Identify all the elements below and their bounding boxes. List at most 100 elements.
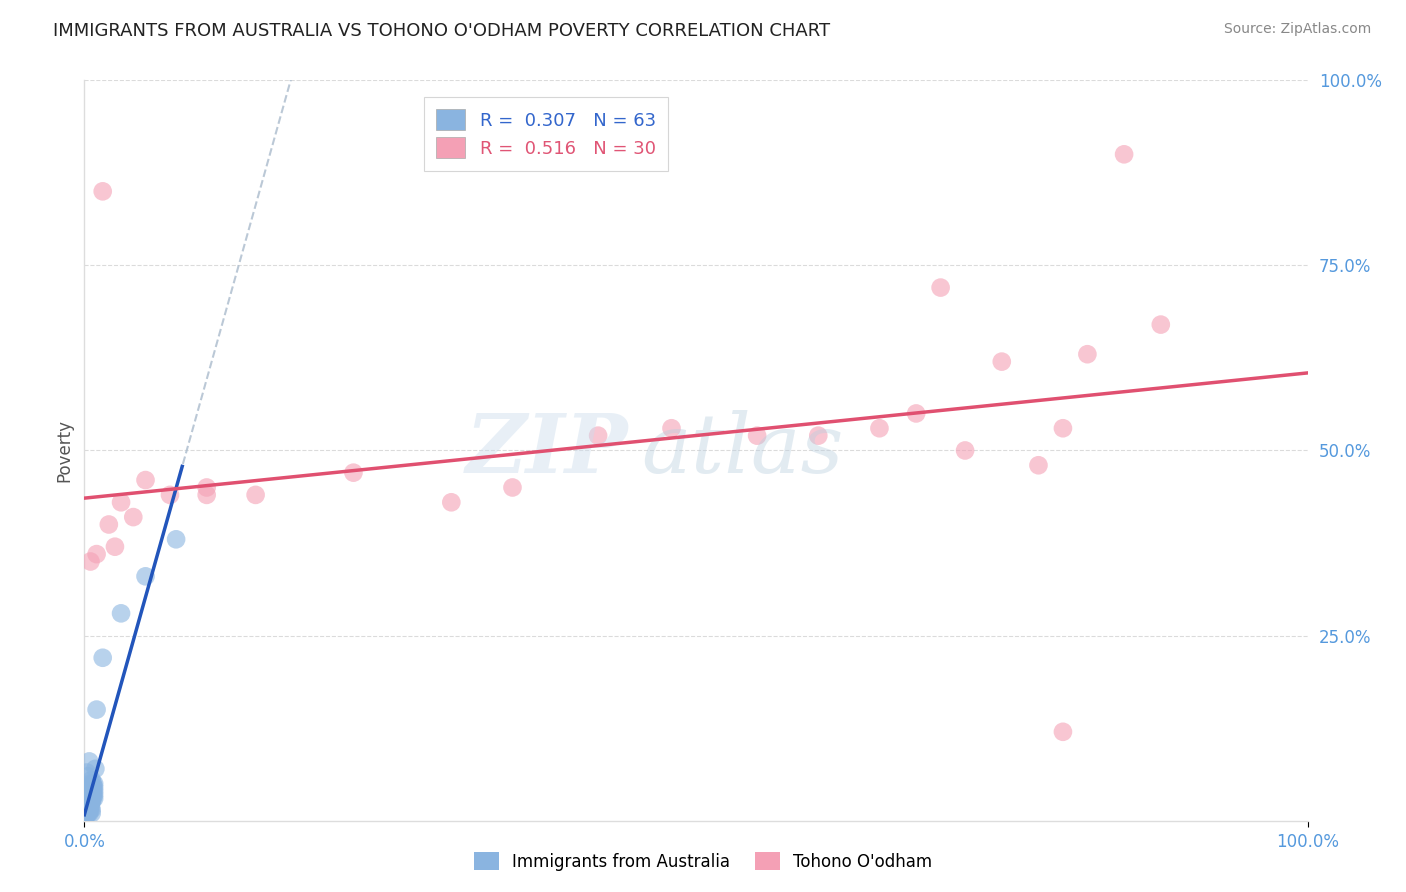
- Point: [83, 791, 105, 805]
- Point: [245, 488, 267, 502]
- Point: [82, 776, 104, 791]
- Point: [135, 473, 157, 487]
- Point: [869, 421, 891, 435]
- Point: [80, 803, 103, 817]
- Point: [502, 481, 524, 495]
- Point: [80, 772, 103, 787]
- Point: [195, 481, 218, 495]
- Point: [661, 421, 683, 435]
- Point: [77, 795, 100, 809]
- Text: ZIP: ZIP: [465, 410, 628, 491]
- Point: [75, 803, 97, 817]
- Point: [86, 703, 108, 717]
- Point: [586, 428, 609, 442]
- Point: [77, 798, 100, 813]
- Point: [86, 547, 108, 561]
- Legend: Immigrants from Australia, Tohono O'odham: Immigrants from Australia, Tohono O'odha…: [465, 844, 941, 880]
- Point: [77, 791, 100, 805]
- Point: [440, 495, 463, 509]
- Point: [195, 488, 218, 502]
- Point: [77, 806, 100, 821]
- Point: [75, 795, 97, 809]
- Point: [76, 806, 98, 821]
- Point: [77, 784, 100, 798]
- Point: [83, 788, 105, 802]
- Point: [80, 788, 103, 802]
- Legend: R =  0.307   N = 63, R =  0.516   N = 30: R = 0.307 N = 63, R = 0.516 N = 30: [423, 96, 668, 171]
- Point: [79, 791, 101, 805]
- Point: [929, 280, 952, 294]
- Point: [75, 810, 97, 824]
- Point: [80, 791, 103, 805]
- Point: [84, 762, 107, 776]
- Point: [76, 798, 98, 813]
- Point: [79, 798, 101, 813]
- Point: [77, 788, 100, 802]
- Point: [79, 555, 101, 569]
- Point: [79, 798, 101, 813]
- Point: [1150, 318, 1173, 332]
- Point: [83, 780, 105, 795]
- Text: IMMIGRANTS FROM AUSTRALIA VS TOHONO O'ODHAM POVERTY CORRELATION CHART: IMMIGRANTS FROM AUSTRALIA VS TOHONO O'OD…: [53, 22, 831, 40]
- Point: [77, 769, 100, 783]
- Point: [76, 795, 98, 809]
- Point: [82, 784, 104, 798]
- Point: [77, 795, 100, 809]
- Point: [110, 607, 132, 621]
- Point: [79, 803, 101, 817]
- Point: [807, 428, 830, 442]
- Point: [77, 788, 100, 802]
- Point: [905, 407, 928, 421]
- Point: [76, 803, 98, 817]
- Point: [135, 569, 157, 583]
- Point: [77, 798, 100, 813]
- Point: [77, 803, 100, 817]
- Point: [91, 184, 114, 198]
- Point: [77, 780, 100, 795]
- Point: [91, 650, 114, 665]
- Point: [75, 806, 97, 821]
- Point: [79, 795, 101, 809]
- Point: [79, 795, 101, 809]
- Point: [97, 517, 120, 532]
- Point: [1028, 458, 1050, 473]
- Point: [1114, 147, 1136, 161]
- Point: [83, 776, 105, 791]
- Point: [77, 798, 100, 813]
- Point: [82, 780, 104, 795]
- Point: [991, 354, 1014, 368]
- Point: [76, 806, 98, 821]
- Point: [77, 798, 100, 813]
- Point: [80, 806, 103, 821]
- Point: [76, 791, 98, 805]
- Point: [82, 791, 104, 805]
- Point: [122, 510, 145, 524]
- Point: [80, 795, 103, 809]
- Point: [75, 806, 97, 821]
- Point: [76, 803, 98, 817]
- Text: Source: ZipAtlas.com: Source: ZipAtlas.com: [1223, 22, 1371, 37]
- Point: [1052, 421, 1074, 435]
- Point: [76, 765, 98, 780]
- Point: [1076, 347, 1098, 361]
- Point: [83, 784, 105, 798]
- Y-axis label: Poverty: Poverty: [55, 419, 73, 482]
- Point: [953, 443, 976, 458]
- Point: [1052, 724, 1074, 739]
- Point: [77, 806, 100, 821]
- Point: [79, 776, 101, 791]
- Point: [342, 466, 364, 480]
- Point: [82, 788, 104, 802]
- Text: atlas: atlas: [641, 410, 844, 491]
- Point: [77, 803, 100, 817]
- Point: [747, 428, 769, 442]
- Point: [165, 533, 187, 547]
- Point: [104, 540, 127, 554]
- Point: [77, 755, 100, 769]
- Point: [79, 784, 101, 798]
- Point: [79, 788, 101, 802]
- Point: [80, 791, 103, 805]
- Point: [77, 806, 100, 821]
- Point: [159, 488, 181, 502]
- Point: [110, 495, 132, 509]
